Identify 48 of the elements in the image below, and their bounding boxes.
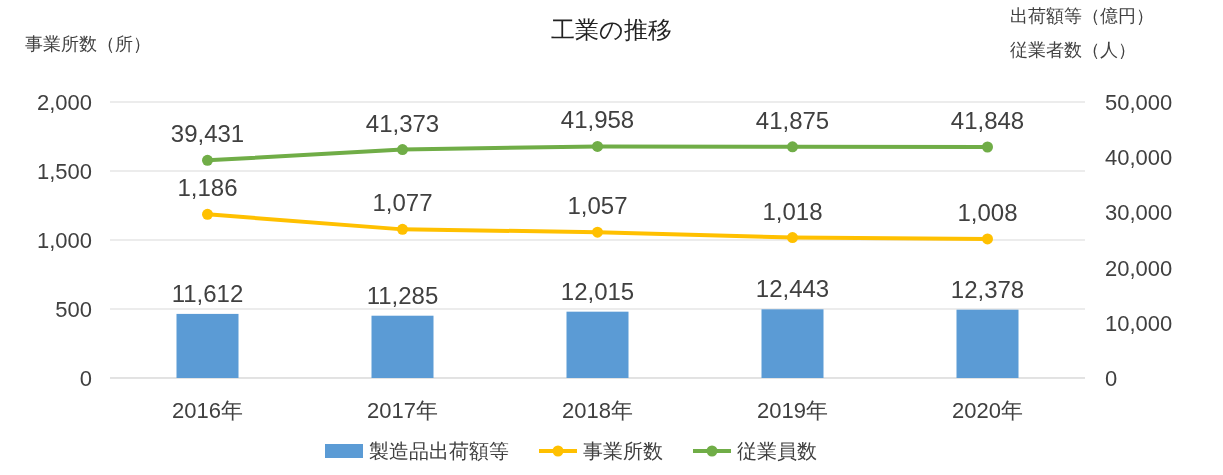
point [787, 232, 798, 244]
text: 従業者数（人） [1010, 40, 1136, 60]
x-tick-label: 2016年 [172, 398, 243, 423]
y-tick-label: 2,000 [36, 90, 92, 115]
y-tick-label: 1,500 [36, 159, 92, 184]
legend-label: 従業員数 [737, 440, 817, 462]
data-label: 39,431 [170, 120, 245, 148]
x-tick-label: 2017年 [367, 398, 438, 423]
point [592, 226, 603, 238]
point [982, 141, 993, 153]
y2-axis-title: 出荷額等（億円） [1010, 6, 1154, 26]
y-axis-title: 事業所数（所） [25, 34, 151, 54]
point [592, 140, 603, 152]
y2-tick-label: 40,000 [1105, 145, 1173, 171]
y2-tick-label: 20,000 [1105, 255, 1173, 281]
y2-tick-label: 30,000 [1105, 200, 1173, 226]
x-tick-label: 2018年 [562, 398, 633, 423]
data-label: 1,057 [567, 192, 628, 220]
data-label: 12,015 [560, 277, 635, 305]
y-tick-label: 0 [79, 366, 92, 391]
data-label: 11,612 [171, 279, 244, 307]
y2-tick-label: 0 [1105, 366, 1118, 391]
y-tick-label: 1,000 [36, 228, 92, 253]
data-label: 41,373 [365, 109, 440, 137]
y-tick-label: 500 [55, 297, 92, 322]
chart-title: 工業の推移 [551, 16, 672, 43]
point [787, 141, 798, 153]
x-tick-label: 2020年 [952, 398, 1023, 423]
data-label: 1,186 [177, 174, 238, 202]
data-label: 1,077 [372, 189, 433, 217]
point [202, 154, 213, 166]
y2-tick-label: 10,000 [1105, 310, 1173, 336]
data-label: 41,848 [950, 107, 1025, 134]
data-label: 41,958 [560, 106, 635, 134]
data-label: 1,018 [762, 197, 823, 225]
data-label: 11,285 [366, 281, 439, 309]
point [397, 223, 408, 235]
data-label: 12,443 [755, 275, 830, 303]
x-tick-label: 2019年 [757, 398, 828, 423]
legend-label: 製造品出荷額等 [369, 440, 509, 462]
point [202, 208, 213, 220]
point [982, 233, 993, 245]
data-label: 41,875 [755, 106, 830, 134]
data-label: 12,378 [950, 275, 1025, 303]
point [397, 144, 408, 156]
data-label: 1,008 [957, 198, 1018, 226]
legend-label: 事業所数 [583, 440, 663, 462]
y2-tick-label: 50,000 [1105, 90, 1173, 115]
